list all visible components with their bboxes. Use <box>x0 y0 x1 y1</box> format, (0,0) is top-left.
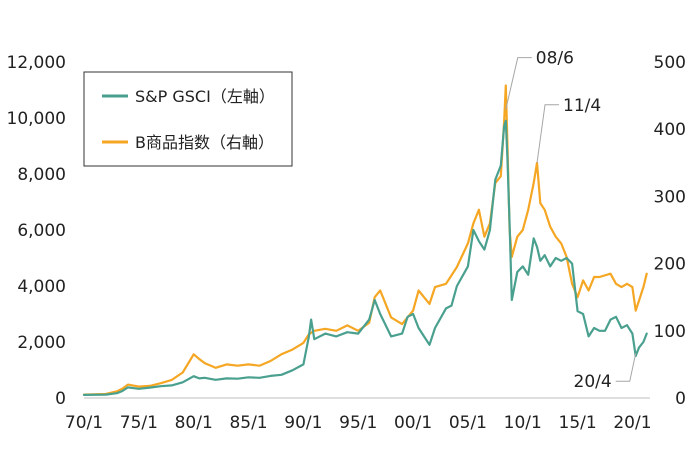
annotation-leader <box>615 353 637 382</box>
right-tick-label: 300 <box>654 187 686 207</box>
left-tick-label: 8,000 <box>17 165 66 185</box>
left-axis-ticks: 0 2,000 4,000 6,000 8,000 10,000 12,000 <box>7 53 66 409</box>
x-tick-label: 10/1 <box>504 413 542 433</box>
legend: S&P GSCI（左軸） B商品指数（右軸） <box>83 71 293 167</box>
left-tick-label: 10,000 <box>7 109 66 129</box>
annotation-label: 20/4 <box>574 372 612 392</box>
x-tick-label: 95/1 <box>339 413 377 433</box>
series-layer <box>82 84 648 396</box>
x-tick-label: 00/1 <box>394 413 432 433</box>
x-tick-label: 80/1 <box>175 413 213 433</box>
annotation-leader <box>505 57 532 110</box>
right-tick-label: 400 <box>654 120 686 140</box>
left-tick-label: 0 <box>55 389 66 409</box>
right-tick-label: 500 <box>654 53 686 73</box>
right-tick-label: 200 <box>654 255 686 275</box>
legend-label-bindex: B商品指数（右軸） <box>135 133 274 152</box>
x-axis-ticks: 70/1 75/1 80/1 85/1 90/1 95/1 00/1 05/1 10/1 15/1… <box>65 413 652 433</box>
x-tick-label: 90/1 <box>284 413 322 433</box>
annotation-label: 08/6 <box>536 49 574 69</box>
annotation-leader <box>536 104 560 163</box>
left-tick-label: 12,000 <box>7 53 66 73</box>
series-line-bindex <box>82 84 648 396</box>
right-tick-label: 100 <box>654 322 686 342</box>
series-line-gsci <box>82 119 648 396</box>
left-tick-label: 2,000 <box>17 333 66 353</box>
left-tick-label: 4,000 <box>17 277 66 297</box>
x-tick-label: 05/1 <box>449 413 487 433</box>
x-tick-label: 70/1 <box>65 413 103 433</box>
right-axis-ticks: 0 100 200 300 400 500 <box>654 53 686 409</box>
right-tick-label: 0 <box>675 389 686 409</box>
annotation-label: 11/4 <box>563 96 601 116</box>
legend-label-gsci: S&P GSCI（左軸） <box>135 87 275 106</box>
x-tick-label: 85/1 <box>229 413 267 433</box>
legend-box <box>83 71 293 167</box>
x-tick-label: 75/1 <box>120 413 158 433</box>
annotations: 08/6 11/4 20/4 <box>505 49 637 392</box>
x-tick-label: 15/1 <box>559 413 597 433</box>
x-tick-label: 20/1 <box>613 413 651 433</box>
left-tick-label: 6,000 <box>17 221 66 241</box>
